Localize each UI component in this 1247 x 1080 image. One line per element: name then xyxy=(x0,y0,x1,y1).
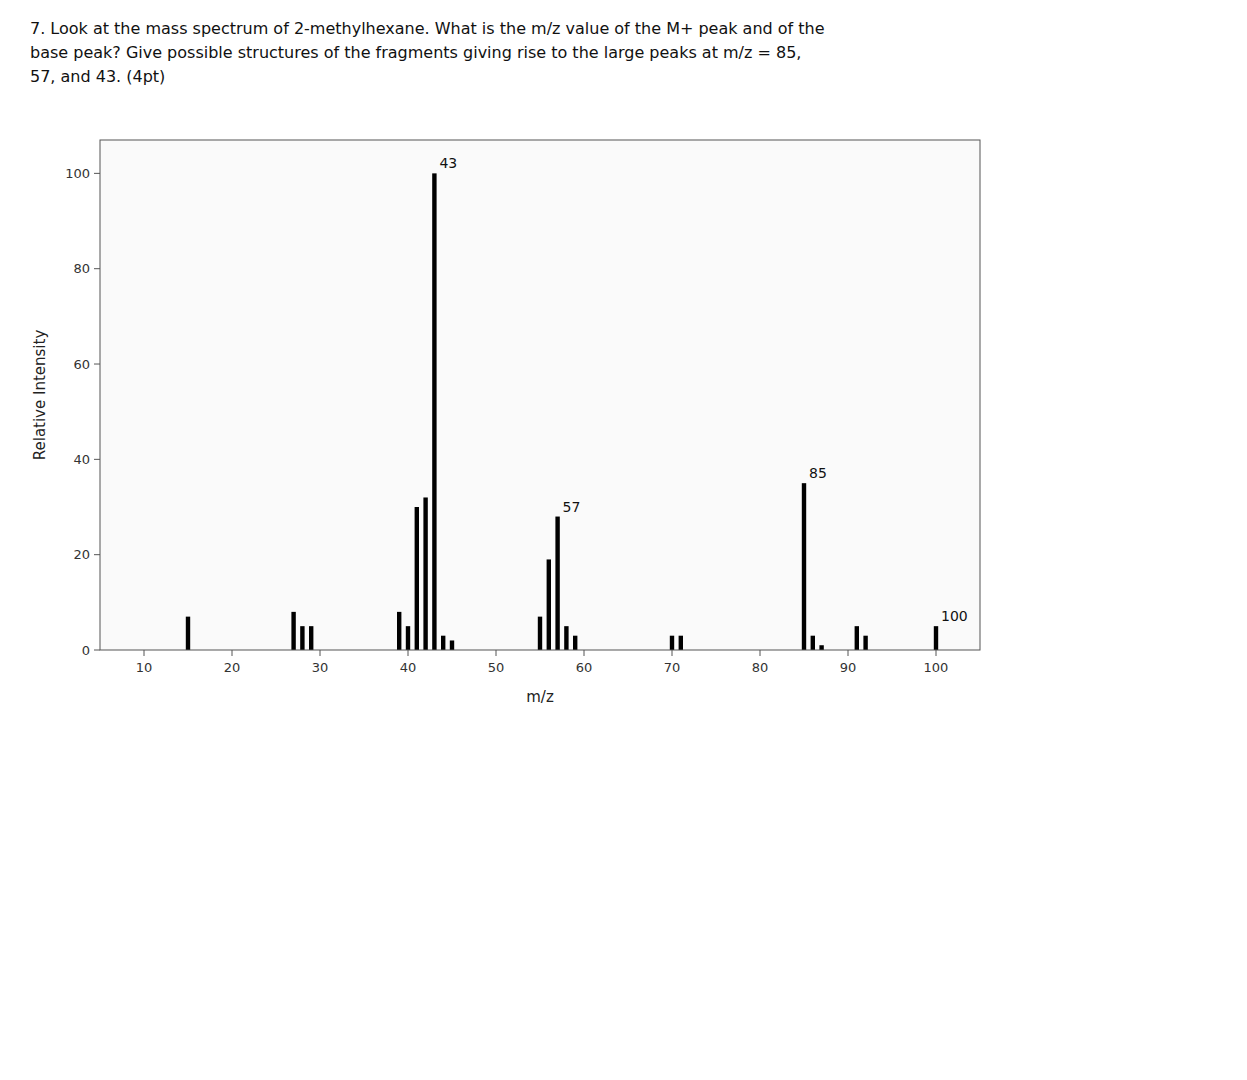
peak xyxy=(291,612,295,650)
peak xyxy=(547,559,551,650)
y-tick xyxy=(94,459,100,460)
peak xyxy=(186,617,190,650)
x-tick-label: 50 xyxy=(488,660,505,675)
annotation: 57 xyxy=(563,499,581,515)
x-tick xyxy=(496,650,497,656)
title-line: 57, and 43. (4pt) xyxy=(30,67,165,86)
peak xyxy=(423,497,427,650)
x-tick-label: 100 xyxy=(924,660,949,675)
x-tick-label: 70 xyxy=(664,660,681,675)
x-tick xyxy=(144,650,145,656)
x-tick-label: 20 xyxy=(224,660,241,675)
peak xyxy=(564,626,568,650)
annotation: 100 xyxy=(941,608,968,624)
x-tick xyxy=(232,650,233,656)
x-tick xyxy=(320,650,321,656)
title: 7. Look at the mass spectrum of 2-methyl… xyxy=(30,19,825,86)
peak xyxy=(555,517,559,650)
y-axis-label: Relative Intensity xyxy=(31,330,49,461)
peak xyxy=(679,636,683,650)
peak xyxy=(538,617,542,650)
chart: 7. Look at the mass spectrum of 2-methyl… xyxy=(0,0,1247,1080)
peak xyxy=(934,626,938,650)
y-tick xyxy=(94,268,100,269)
x-tick xyxy=(936,650,937,656)
y-tick xyxy=(94,650,100,651)
annotation: 85 xyxy=(809,465,827,481)
peak xyxy=(300,626,304,650)
y-tick-label: 40 xyxy=(73,452,90,467)
peak xyxy=(415,507,419,650)
peak xyxy=(432,173,436,650)
title-line: 7. Look at the mass spectrum of 2-methyl… xyxy=(30,19,825,38)
annotation: 43 xyxy=(439,155,457,171)
x-tick-label: 90 xyxy=(840,660,857,675)
peak xyxy=(309,626,313,650)
y-tick xyxy=(94,554,100,555)
x-tick xyxy=(760,650,761,656)
peak xyxy=(406,626,410,650)
x-tick-label: 60 xyxy=(576,660,593,675)
peak xyxy=(397,612,401,650)
peak xyxy=(819,645,823,650)
x-tick-label: 40 xyxy=(400,660,417,675)
plot-area xyxy=(100,140,980,650)
y-tick xyxy=(94,364,100,365)
x-tick xyxy=(408,650,409,656)
peak xyxy=(441,636,445,650)
peak xyxy=(855,626,859,650)
y-tick-label: 0 xyxy=(82,643,90,658)
y-tick-label: 20 xyxy=(73,547,90,562)
plot-frame xyxy=(100,140,980,650)
peak xyxy=(863,636,867,650)
y-tick-label: 60 xyxy=(73,357,90,372)
y-tick-label: 80 xyxy=(73,261,90,276)
y-tick xyxy=(94,173,100,174)
x-tick-label: 80 xyxy=(752,660,769,675)
x-tick-label: 10 xyxy=(136,660,153,675)
x-tick-label: 30 xyxy=(312,660,329,675)
peak xyxy=(670,636,674,650)
x-tick xyxy=(672,650,673,656)
peak xyxy=(811,636,815,650)
x-tick xyxy=(848,650,849,656)
title-line: base peak? Give possible structures of t… xyxy=(30,43,801,62)
peak xyxy=(450,640,454,650)
y-tick-label: 100 xyxy=(65,166,90,181)
bars xyxy=(186,173,938,650)
peak xyxy=(802,483,806,650)
x-tick xyxy=(584,650,585,656)
page: {"chart_data": { "type": "bar", "title":… xyxy=(0,0,1247,1080)
peak xyxy=(573,636,577,650)
x-axis-label: m/z xyxy=(526,688,554,706)
